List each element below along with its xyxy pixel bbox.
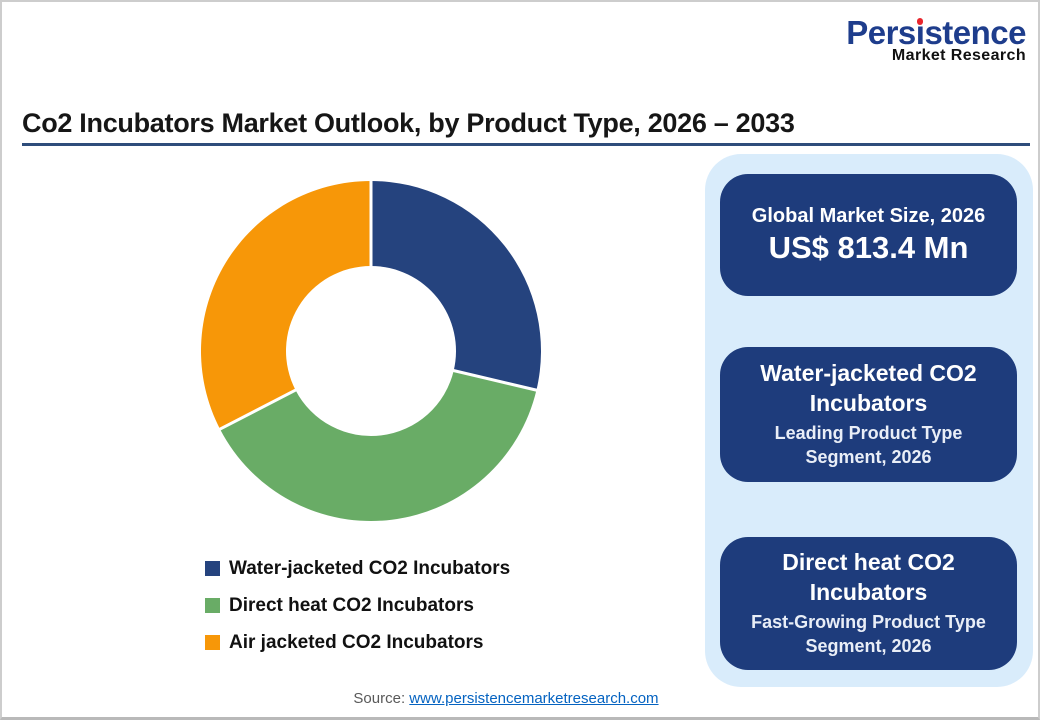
- donut-slice-2: [201, 181, 371, 430]
- leading-segment-card: Water-jacketed CO2 Incubators Leading Pr…: [720, 347, 1017, 482]
- logo-subtitle: Market Research: [891, 47, 1026, 64]
- leading-segment-subtitle: Leading Product Type Segment, 2026: [774, 423, 963, 468]
- legend-item: Water-jacketed CO2 Incubators: [205, 550, 510, 587]
- source-link[interactable]: www.persistencemarketresearch.com: [409, 690, 659, 707]
- fast-growing-segment-card: Direct heat CO2 Incubators Fast-Growing …: [720, 537, 1017, 670]
- source-line: Source: www.persistencemarketresearch.co…: [2, 690, 1024, 707]
- fast-growing-segment-subtitle: Fast-Growing Product Type Segment, 2026: [751, 612, 986, 657]
- logo-i-red-dot-icon: [916, 18, 924, 25]
- page-title: Co2 Incubators Market Outlook, by Produc…: [22, 108, 795, 138]
- highlight-panel: Global Market Size, 2026 US$ 813.4 Mn Wa…: [705, 154, 1033, 687]
- slice-separator: [218, 387, 298, 431]
- fast-growing-segment-title: Direct heat CO2 Incubators: [782, 549, 955, 606]
- market-size-value: US$ 813.4 Mn: [768, 229, 969, 265]
- legend-item: Air jacketed CO2 Incubators: [205, 624, 510, 661]
- legend-swatch-water-jacketed: [205, 561, 220, 576]
- leading-segment-title: Water-jacketed CO2 Incubators: [760, 360, 977, 417]
- donut-chart: [201, 180, 541, 521]
- logo-brand-post: stence: [924, 14, 1026, 51]
- donut-slice-0: [371, 181, 541, 391]
- donut-slice-1: [220, 370, 537, 521]
- legend-swatch-direct-heat: [205, 598, 220, 613]
- chart-legend: Water-jacketed CO2 Incubators Direct hea…: [205, 550, 510, 661]
- logo-letter-i: ı: [915, 14, 925, 51]
- source-label: Source:: [353, 690, 406, 707]
- market-size-title: Global Market Size, 2026: [751, 204, 986, 227]
- legend-label: Water-jacketed CO2 Incubators: [229, 557, 511, 579]
- logo-brand-pre: Pers: [846, 14, 916, 51]
- pmr-logo: Persı stence Market Research: [846, 14, 1026, 64]
- legend-label: Air jacketed CO2 Incubators: [229, 631, 484, 653]
- market-size-card: Global Market Size, 2026 US$ 813.4 Mn: [720, 174, 1017, 296]
- slice-separator: [451, 368, 538, 392]
- title-underline: [22, 143, 1030, 146]
- donut-chart-svg: [201, 180, 541, 521]
- legend-swatch-air-jacketed: [205, 635, 220, 650]
- logo-brand-text: Persı stence: [846, 14, 1026, 52]
- legend-item: Direct heat CO2 Incubators: [205, 587, 510, 624]
- legend-label: Direct heat CO2 Incubators: [229, 594, 474, 616]
